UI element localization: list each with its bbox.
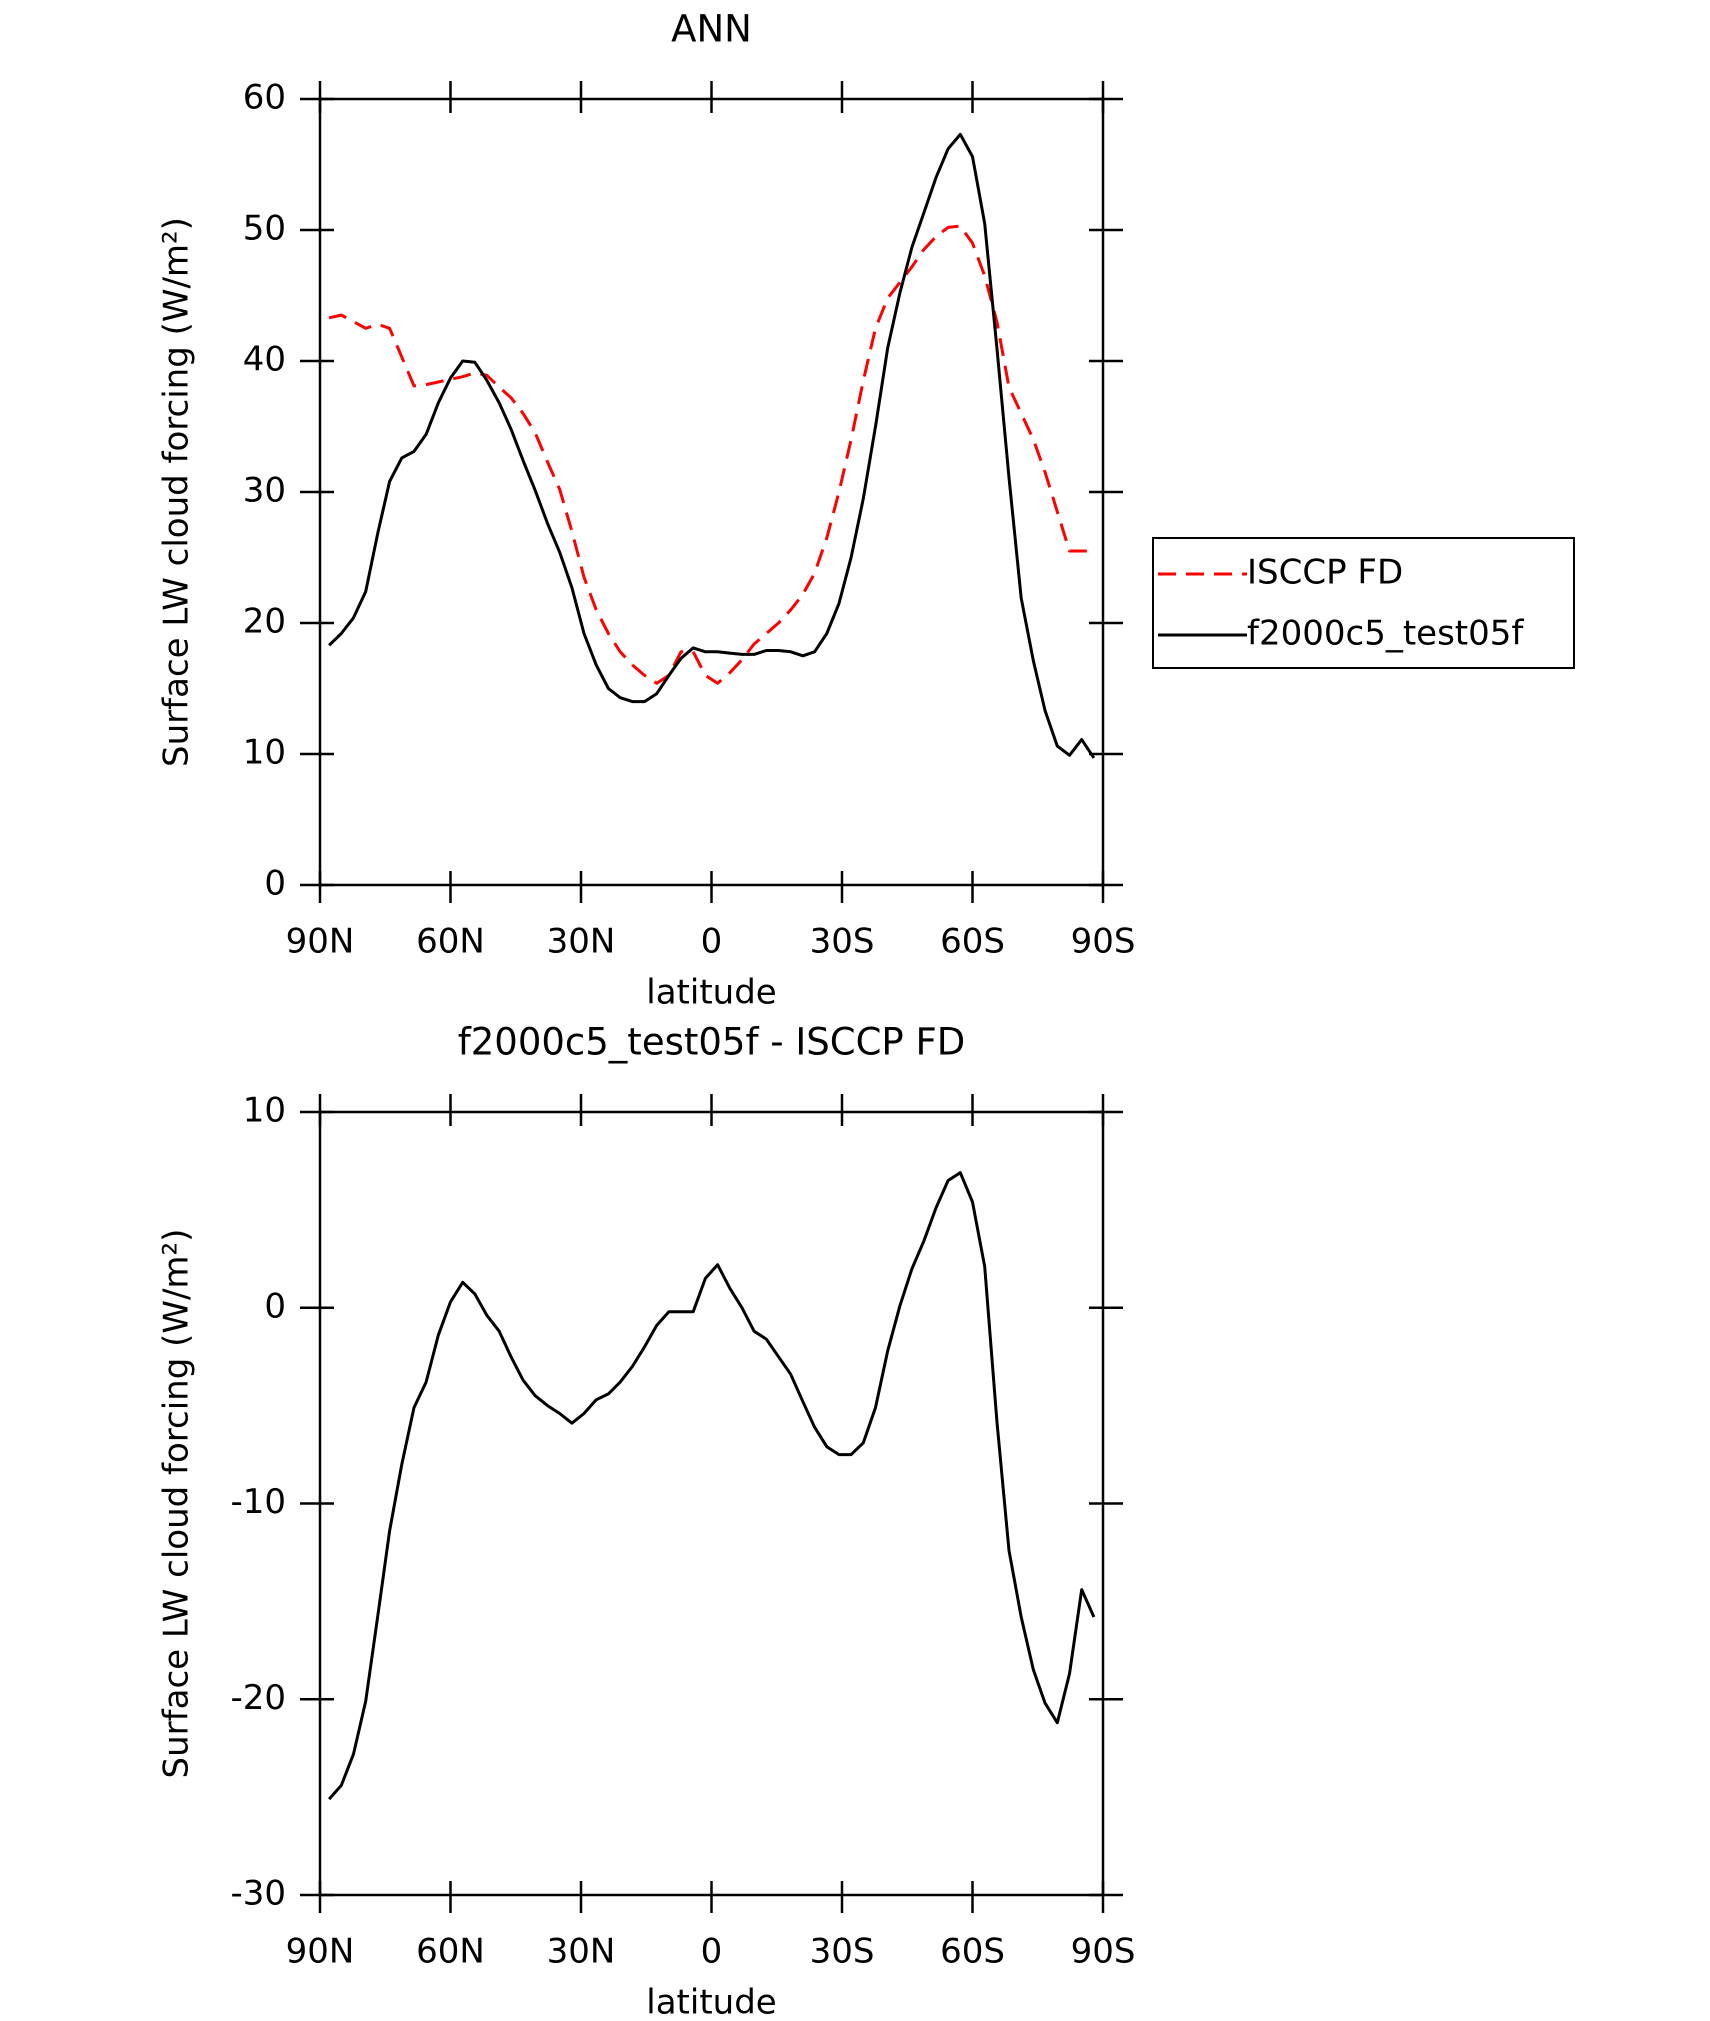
- x-tick-label: 30S: [810, 1932, 875, 1972]
- y-tick-label: 40: [243, 340, 286, 380]
- x-tick-label: 90S: [1071, 1932, 1136, 1972]
- y-tick-label: 0: [264, 1286, 286, 1326]
- plot-frame: [318, 1110, 1105, 1897]
- x-tick-label: 60S: [940, 922, 1005, 962]
- y-tick-label: 60: [243, 78, 286, 118]
- chart-title: f2000c5_test05f - ISCCP FD: [458, 1021, 966, 1064]
- y-tick-label: 30: [243, 471, 286, 511]
- y-tick-label: 0: [264, 864, 286, 904]
- x-axis-label: latitude: [646, 1983, 776, 2021]
- x-tick-label: 90N: [286, 1932, 355, 1972]
- plot-frame: [318, 97, 1105, 887]
- y-tick-label: -30: [230, 1874, 286, 1914]
- data-line: [328, 132, 1096, 759]
- x-tick-label: 0: [701, 1932, 723, 1972]
- x-tick-label: 30N: [547, 922, 616, 962]
- y-tick-label: 10: [243, 733, 286, 773]
- y-tick-label: 50: [243, 209, 286, 249]
- y-axis-label: Surface LW cloud forcing (W/m²): [157, 1229, 197, 1779]
- x-tick-label: 0: [701, 922, 723, 962]
- chart-title: ANN: [671, 8, 752, 51]
- x-tick-label: 60S: [940, 1932, 1005, 1972]
- y-axis-label: Surface LW cloud forcing (W/m²): [157, 217, 197, 767]
- y-tick-label: 10: [243, 1091, 286, 1131]
- y-tick-label: 20: [243, 602, 286, 642]
- x-tick-label: 60N: [416, 922, 485, 962]
- x-tick-label: 30S: [810, 922, 875, 962]
- legend-box: [1152, 537, 1575, 669]
- y-tick-label: -10: [230, 1482, 286, 1522]
- x-tick-label: 90S: [1071, 922, 1136, 962]
- data-line: [327, 1171, 1096, 1801]
- legend-label: ISCCP FD: [1247, 553, 1403, 593]
- legend-label: f2000c5_test05f: [1247, 614, 1524, 654]
- x-tick-label: 60N: [416, 1932, 485, 1972]
- x-axis-label: latitude: [646, 973, 776, 1013]
- x-tick-label: 30N: [547, 1932, 616, 1972]
- data-line: [328, 224, 1094, 685]
- y-tick-label: -20: [230, 1678, 286, 1718]
- x-tick-label: 90N: [286, 922, 355, 962]
